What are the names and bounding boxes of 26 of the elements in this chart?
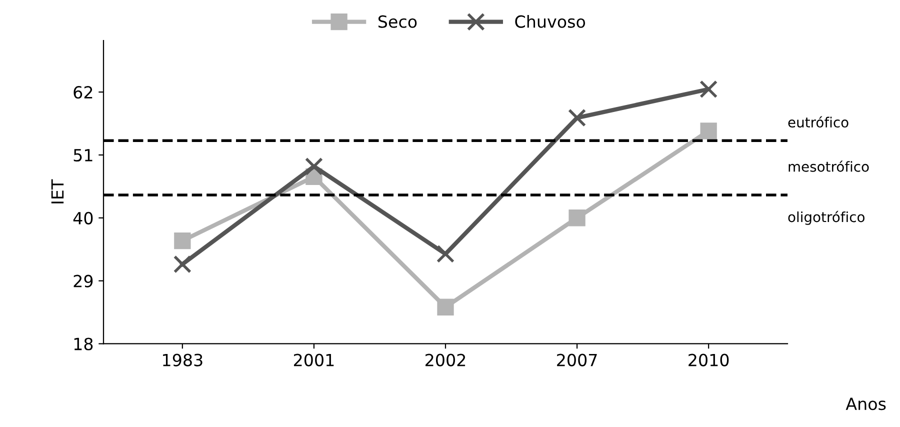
y-tick-label: 18 — [74, 338, 93, 350]
y-tick-label: 51 — [74, 149, 92, 162]
text: mesotrófico — [788, 160, 869, 172]
point — [700, 122, 717, 140]
legend-label: Chuvoso — [515, 15, 586, 28]
x-tick-label: 2002 — [426, 354, 466, 366]
point — [173, 255, 192, 274]
y-axis-title: IET — [51, 179, 64, 204]
legend-label: Seco — [378, 15, 417, 28]
point — [568, 108, 586, 127]
y-tick-label: 62 — [74, 86, 92, 99]
text: oligotrófico — [788, 210, 864, 225]
point — [568, 210, 586, 226]
x-tick-label: 1983 — [163, 354, 202, 366]
point — [437, 298, 454, 316]
y-tick-label: 29 — [74, 274, 93, 288]
x-tick-label: 2007 — [557, 354, 597, 366]
point — [700, 80, 718, 98]
point — [174, 232, 191, 250]
x-tick-label: 2001 — [294, 354, 334, 366]
x-axis-title: Anos — [846, 398, 886, 410]
point — [304, 157, 323, 176]
y-tick-label: 40 — [73, 212, 93, 224]
text: eutrófico — [788, 116, 848, 128]
x-tick-label: 2010 — [688, 354, 729, 366]
point — [436, 244, 455, 263]
